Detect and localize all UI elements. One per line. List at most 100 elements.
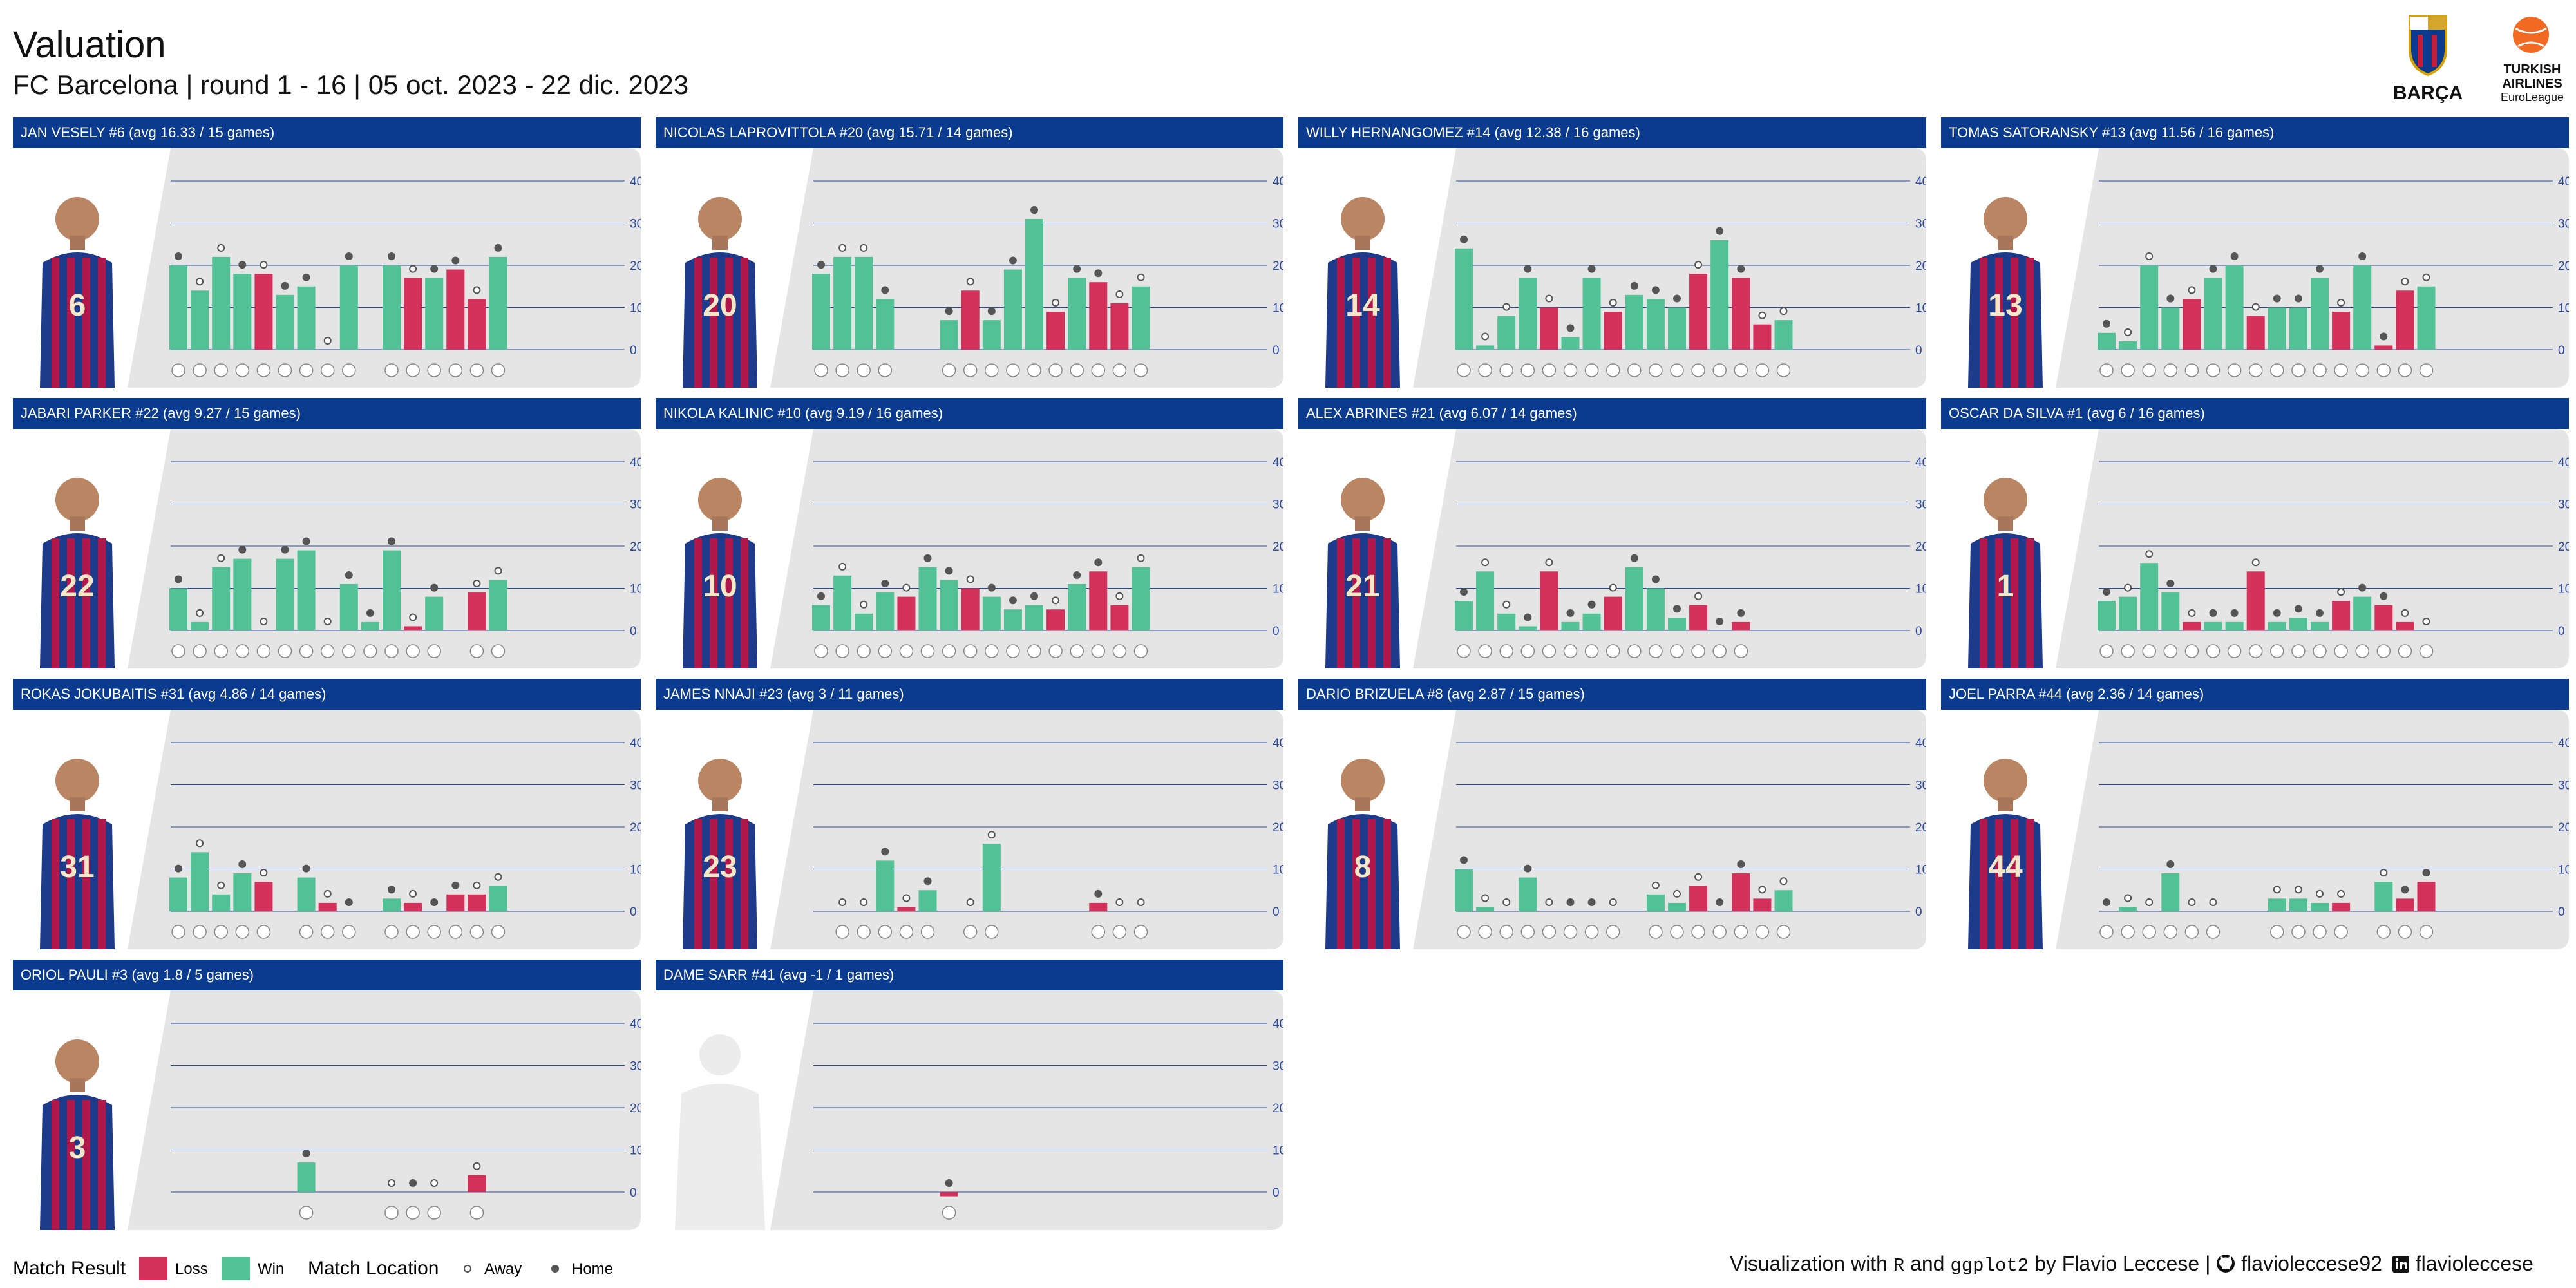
panel-plot: 0 10 20 30 40 (675, 990, 1283, 1230)
panel-header: JOEL PARRA #44 (avg 2.36 / 14 games) (1941, 679, 2569, 710)
jersey-number: 10 (703, 569, 737, 603)
bar (468, 592, 486, 630)
y-tick-label: 40 (1273, 1018, 1283, 1031)
opponent-logo-icon (920, 925, 935, 939)
bar (212, 256, 231, 350)
opponent-logo-icon (1520, 925, 1535, 939)
plot-background (128, 710, 641, 949)
home-marker (430, 898, 439, 906)
bar (1668, 902, 1686, 911)
away-marker (1481, 894, 1490, 902)
opponent-logo-icon (1691, 363, 1705, 377)
bar (982, 844, 1001, 911)
home-marker (388, 537, 395, 545)
jersey-number: 31 (60, 850, 94, 884)
bar (2374, 882, 2393, 911)
legend-away-marker (464, 1265, 471, 1273)
jersey-number: 8 (1354, 850, 1372, 884)
opponent-logo-icon (1563, 644, 1578, 658)
y-tick-label: 0 (1915, 344, 1922, 357)
bar (1476, 907, 1495, 911)
opponent-logo-icon (942, 1206, 956, 1220)
opponent-logo-icon (1457, 644, 1471, 658)
panel-header: NIKOLA KALINIC #10 (avg 9.19 / 16 games) (656, 398, 1283, 429)
opponent-logo-icon (384, 363, 399, 377)
y-tick-label: 20 (2558, 540, 2569, 554)
legend-location-title: Match Location (308, 1258, 439, 1279)
player-panel: DARIO BRIZUELA #8 (avg 2.87 / 15 games) 0… (1298, 679, 1926, 949)
bar (1540, 307, 1558, 350)
y-tick-label: 40 (1915, 737, 1926, 750)
player-photo: 20 (683, 197, 757, 388)
jersey-number: 3 (69, 1131, 86, 1165)
home-marker (1651, 575, 1660, 583)
opponent-logo-icon (469, 1206, 484, 1220)
bar (1646, 588, 1665, 630)
home-marker (451, 881, 460, 889)
opponent-logo-icon (1755, 925, 1770, 939)
bar (876, 592, 895, 630)
player-panel: ORIOL PAULI #3 (avg 1.8 / 5 games) 0 10 20 3… (13, 960, 641, 1230)
home-marker (2316, 609, 2324, 617)
away-marker (2145, 898, 2154, 906)
y-tick-label: 30 (1273, 779, 1283, 793)
jersey-number: 22 (60, 569, 94, 603)
opponent-logo-icon (2099, 925, 2114, 939)
away-marker (2124, 328, 2132, 336)
home-marker (923, 877, 932, 886)
opponent-logo-icon (857, 363, 871, 377)
bar (2417, 882, 2436, 911)
away-marker (2251, 303, 2260, 311)
home-marker (1587, 600, 1596, 609)
bar (1710, 240, 1729, 350)
opponent-logo-icon (193, 925, 207, 939)
opponent-logo-icon (1478, 363, 1492, 377)
away-marker (838, 562, 847, 571)
opponent-logo-icon (1649, 363, 1663, 377)
credit-linkedin[interactable]: flavioleccese (2415, 1252, 2533, 1275)
away-marker (966, 278, 974, 286)
credit-r: R (1893, 1255, 1905, 1276)
opponent-logo-icon (2419, 363, 2434, 377)
home-marker (2166, 860, 2175, 869)
credit-github[interactable]: flavioleccese92 (2241, 1252, 2382, 1275)
y-tick-label: 20 (630, 540, 641, 554)
opponent-logo-icon (1627, 363, 1642, 377)
away-marker (494, 567, 502, 575)
panel-header: ORIOL PAULI #3 (avg 1.8 / 5 games) (13, 960, 641, 990)
home-marker (2380, 592, 2388, 600)
player-panel: ALEX ABRINES #21 (avg 6.07 / 14 games) 0 1… (1298, 398, 1926, 668)
opponent-logo-icon (1520, 363, 1535, 377)
opponent-logo-icon (985, 925, 999, 939)
opponent-logo-icon (278, 363, 292, 377)
opponent-logo-icon (1070, 644, 1084, 658)
y-tick-label: 10 (630, 864, 641, 877)
home-marker (1460, 588, 1468, 596)
opponent-logo-icon (2142, 925, 2156, 939)
bar (1476, 571, 1495, 630)
bar (468, 299, 486, 350)
opponent-logo-icon (835, 363, 849, 377)
away-marker (1115, 290, 1124, 298)
bar (212, 894, 231, 911)
bar (2417, 286, 2436, 350)
y-tick-label: 40 (1273, 456, 1283, 469)
home-marker (1460, 856, 1468, 864)
away-marker (966, 575, 974, 583)
opponent-logo-icon (2334, 363, 2348, 377)
y-tick-label: 40 (630, 1018, 641, 1031)
away-marker (2401, 609, 2409, 617)
away-marker (1481, 558, 1490, 567)
opponent-logo-icon (1734, 644, 1748, 658)
bar (2311, 902, 2329, 911)
home-marker (1566, 324, 1575, 332)
player-photo: 8 (1325, 759, 1400, 949)
opponent-logo-icon (2291, 925, 2306, 939)
opponent-logo-icon (878, 644, 893, 658)
home-marker (2294, 605, 2302, 613)
euroleague-ball-icon (2513, 17, 2549, 53)
bar (833, 256, 852, 350)
bar (425, 596, 444, 630)
away-marker (2316, 889, 2324, 898)
bar (276, 294, 294, 350)
